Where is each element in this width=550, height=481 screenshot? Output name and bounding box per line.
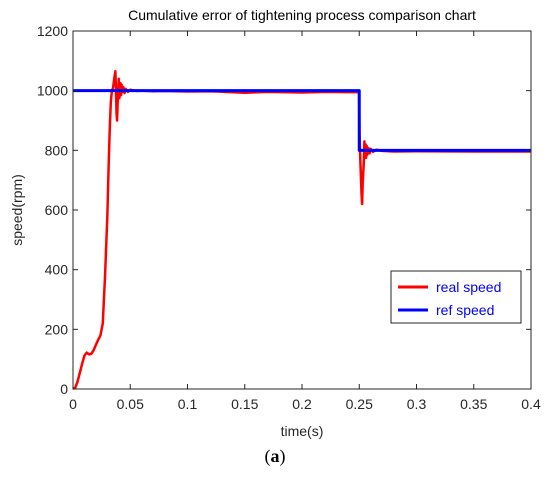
x-tick-label: 0.25: [346, 396, 373, 412]
x-tick-label: 0.3: [407, 396, 427, 412]
x-axis-label: time(s): [281, 423, 324, 439]
x-tick-label: 0.1: [178, 396, 198, 412]
legend-label-real-speed: real speed: [436, 279, 501, 295]
y-tick-label: 400: [45, 262, 69, 278]
chart-title: Cumulative error of tightening process c…: [128, 7, 476, 23]
y-axis-label: speed(rpm): [9, 174, 25, 246]
y-tick-label: 0: [60, 381, 68, 397]
x-tick-label: 0.05: [117, 396, 144, 412]
legend: real speed ref speed: [390, 270, 522, 324]
plot-area: [73, 31, 531, 389]
y-tick-label: 200: [45, 321, 69, 337]
figure-caption: (a): [264, 446, 286, 466]
x-tick-label: 0: [69, 396, 77, 412]
x-tick-label: 0.4: [521, 396, 541, 412]
series-line-ref-speed: [73, 89, 531, 152]
y-tick-label: 1000: [37, 83, 68, 99]
y-tick-label: 600: [45, 202, 69, 218]
x-tick-label: 0.35: [460, 396, 487, 412]
legend-box: [390, 270, 522, 324]
x-tick-label: 0.2: [292, 396, 312, 412]
y-tick-label: 1200: [37, 23, 68, 39]
y-tick-label: 800: [45, 142, 69, 158]
legend-label-ref-speed: ref speed: [436, 302, 494, 318]
caption-letter: a: [270, 446, 280, 466]
x-tick-label: 0.15: [231, 396, 258, 412]
